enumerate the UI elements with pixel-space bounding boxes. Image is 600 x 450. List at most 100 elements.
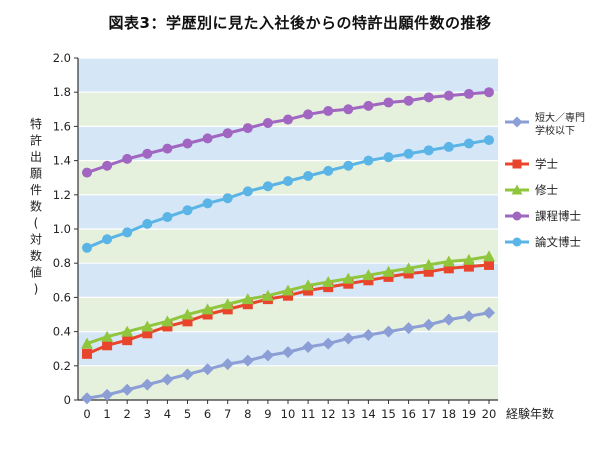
x-tick-label: 14 <box>361 407 376 421</box>
legend-label: 短大／専門学校以下 <box>535 111 585 137</box>
data-point <box>282 284 294 296</box>
data-point <box>242 186 253 197</box>
data-point <box>141 320 154 332</box>
data-point <box>181 368 194 381</box>
data-point <box>484 87 494 98</box>
x-tick-label: 7 <box>224 407 231 421</box>
data-point <box>402 262 415 274</box>
data-point <box>363 275 374 286</box>
data-point <box>182 205 193 216</box>
legend-label: 論文博士 <box>535 235 581 249</box>
data-point <box>122 335 133 346</box>
data-point <box>403 148 414 159</box>
data-point <box>343 104 354 115</box>
data-point <box>201 363 214 376</box>
data-point <box>182 316 193 327</box>
data-point <box>202 309 213 320</box>
data-point <box>383 97 394 108</box>
data-point <box>443 90 454 101</box>
data-point <box>342 332 355 345</box>
data-point <box>322 276 335 288</box>
data-point <box>82 242 92 253</box>
legend-label: 課程博士 <box>535 209 581 223</box>
data-point <box>382 265 395 277</box>
x-tick-label: 13 <box>341 407 356 421</box>
y-tick-label: 0.6 <box>53 290 71 304</box>
data-point <box>342 272 355 284</box>
x-tick-label: 0 <box>83 407 90 421</box>
data-point <box>262 181 273 192</box>
data-point <box>362 329 375 342</box>
data-point <box>323 106 334 117</box>
data-point <box>303 170 314 181</box>
data-point <box>102 234 113 245</box>
data-point <box>82 167 92 178</box>
data-point <box>382 325 395 338</box>
data-point <box>423 266 434 277</box>
data-point <box>343 278 354 289</box>
x-tick-label: 4 <box>164 407 171 421</box>
x-tick-label: 3 <box>144 407 151 421</box>
data-point <box>162 143 173 154</box>
data-point <box>202 133 213 144</box>
data-point <box>142 148 153 159</box>
data-point <box>443 263 454 274</box>
y-tick-label: 0.2 <box>53 359 71 373</box>
data-point <box>383 271 394 282</box>
data-point <box>442 313 455 326</box>
y-tick-label: 1.0 <box>53 222 71 236</box>
x-tick-label: 1 <box>103 407 110 421</box>
data-point <box>484 135 494 146</box>
data-point <box>423 92 434 103</box>
data-point <box>483 250 495 262</box>
data-point <box>443 141 454 152</box>
data-point <box>283 176 293 187</box>
data-point <box>283 290 293 301</box>
data-point <box>241 293 254 305</box>
data-point <box>101 388 114 401</box>
data-point <box>161 315 174 327</box>
data-point <box>343 160 354 171</box>
data-point <box>423 145 434 156</box>
data-point <box>82 348 92 359</box>
data-point <box>303 285 314 296</box>
data-point <box>122 153 133 164</box>
x-tick-label: 9 <box>264 407 271 421</box>
background-band <box>78 297 498 332</box>
data-point <box>463 88 474 99</box>
x-tick-label: 6 <box>204 407 211 421</box>
x-tick-label: 10 <box>281 407 296 421</box>
data-point <box>322 337 335 350</box>
data-point <box>242 299 253 310</box>
chart-title: 図表3：学歴別に見た入社後からの特許出願件数の推移 <box>108 14 492 32</box>
x-tick-label: 11 <box>301 407 316 421</box>
data-point <box>241 354 254 367</box>
data-point <box>101 330 114 342</box>
data-point <box>363 100 374 111</box>
data-point <box>462 310 475 323</box>
data-point <box>282 346 294 359</box>
data-point <box>161 373 174 386</box>
background-band <box>78 58 498 93</box>
y-tick-label: 1.4 <box>53 154 71 168</box>
y-tick-label: 1.8 <box>53 85 71 99</box>
x-tick-label: 15 <box>381 407 396 421</box>
data-point <box>402 322 415 335</box>
data-point <box>222 304 233 315</box>
y-axis-label: 特許出願件数(対数値) <box>30 116 42 296</box>
x-tick-label: 18 <box>441 407 456 421</box>
legend-marker <box>512 159 522 169</box>
data-point <box>442 255 455 267</box>
y-tick-label: 1.2 <box>53 188 71 202</box>
y-tick-label: 0 <box>64 393 71 407</box>
data-point <box>403 95 414 106</box>
data-point <box>142 328 153 339</box>
data-point <box>463 138 474 149</box>
data-point <box>222 128 233 139</box>
data-point <box>102 340 113 351</box>
data-point <box>121 325 134 337</box>
data-point <box>202 198 213 209</box>
legend-marker <box>512 211 522 221</box>
data-point <box>242 123 253 134</box>
